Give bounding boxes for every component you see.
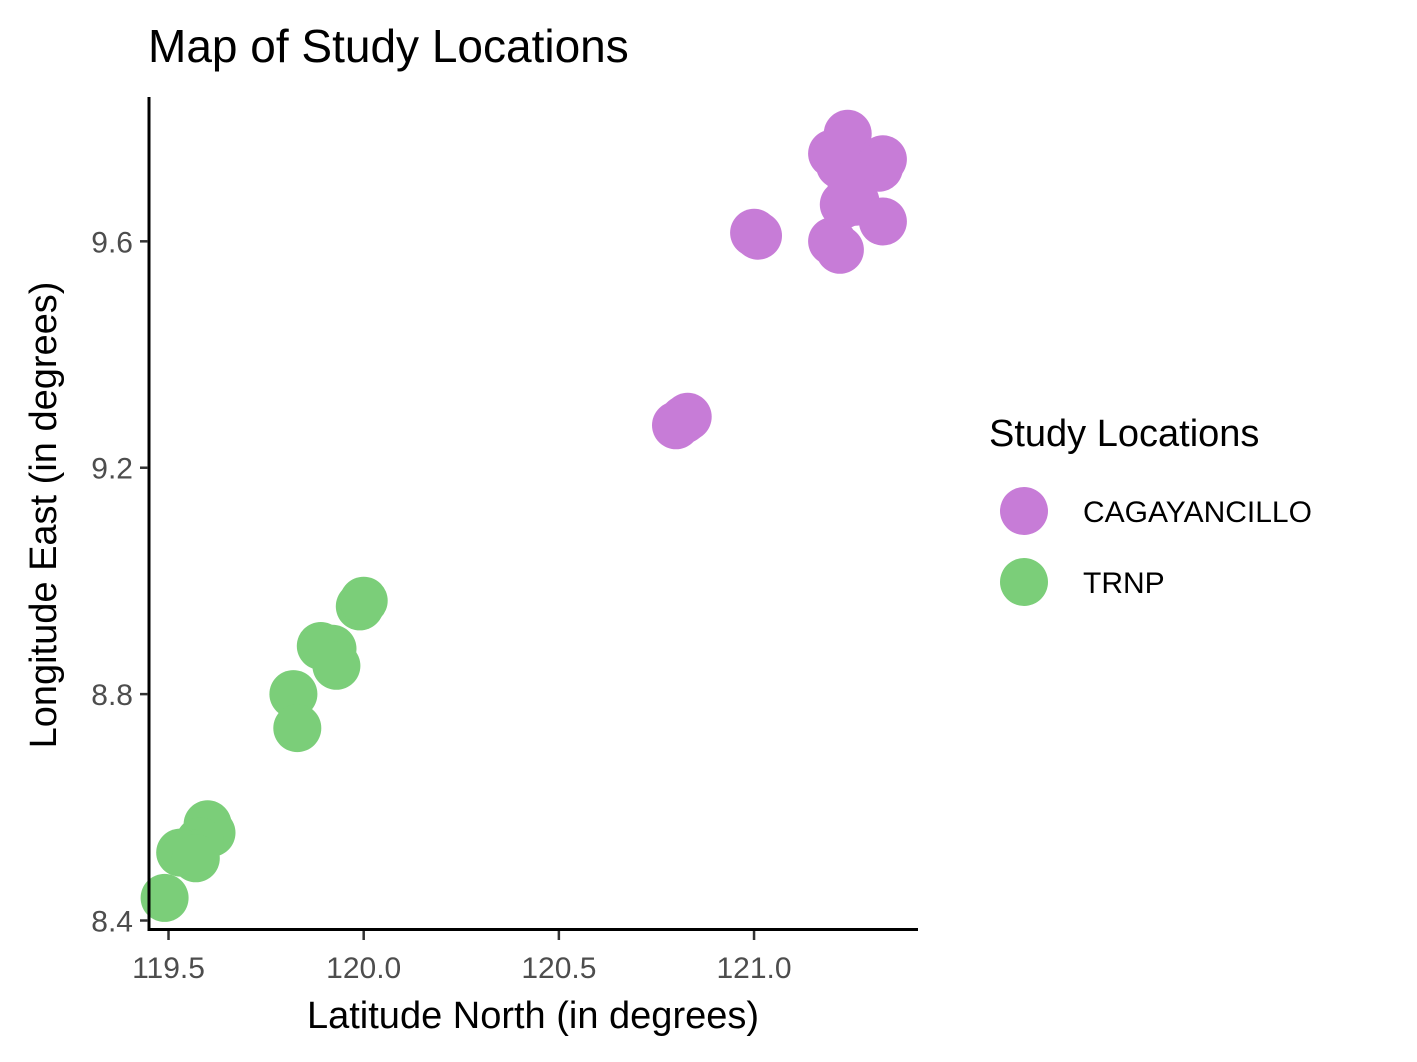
data-point	[312, 641, 361, 690]
data-point	[140, 873, 189, 922]
x-tick-label: 121.0	[717, 952, 792, 985]
y-tick-label: 9.6	[91, 226, 133, 259]
x-axis-ticks: 119.5 120.0 120.5 121.0	[132, 931, 792, 985]
y-tick-label: 9.2	[91, 453, 133, 486]
legend-label: CAGAYANCILLO	[1083, 496, 1312, 529]
data-point	[815, 225, 864, 274]
legend-item: CAGAYANCILLO	[1000, 487, 1312, 535]
data-point	[273, 704, 322, 753]
legend: CAGAYANCILLO TRNP	[1000, 487, 1312, 606]
data-point	[734, 211, 782, 260]
data-point	[858, 197, 907, 246]
data-point	[663, 392, 712, 441]
x-tick-label: 120.5	[521, 952, 596, 985]
x-tick-label: 120.0	[326, 952, 401, 985]
legend-key	[1000, 487, 1048, 535]
x-axis-title: Latitude North (in degrees)	[307, 995, 759, 1037]
y-axis-title: Longitude East (in degrees)	[23, 282, 65, 749]
plot-points	[140, 109, 907, 922]
y-axis-ticks: 8.4 8.8 9.2 9.6	[91, 226, 148, 939]
data-point	[171, 834, 220, 883]
series-cagayancillo	[652, 109, 907, 450]
x-tick-label: 119.5	[132, 952, 205, 985]
legend-item: TRNP	[1000, 558, 1165, 606]
y-tick-label: 8.4	[91, 906, 133, 939]
legend-label: TRNP	[1083, 567, 1165, 600]
y-tick-label: 8.8	[91, 679, 133, 712]
legend-title: Study Locations	[989, 413, 1259, 455]
series-trnp	[140, 576, 388, 922]
data-point	[339, 576, 388, 625]
chart-title: Map of Study Locations	[148, 20, 629, 72]
legend-key	[1000, 558, 1048, 606]
